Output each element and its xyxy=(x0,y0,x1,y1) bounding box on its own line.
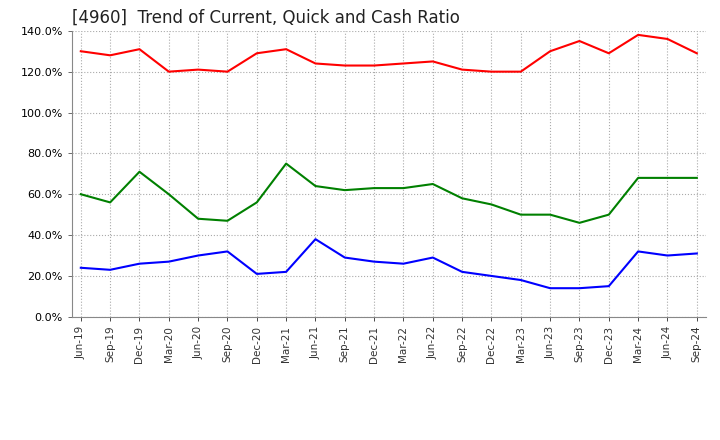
Current Ratio xyxy=(106,53,114,58)
Cash Ratio xyxy=(575,286,584,291)
Cash Ratio xyxy=(693,251,701,256)
Cash Ratio xyxy=(311,237,320,242)
Current Ratio xyxy=(164,69,173,74)
Quick Ratio xyxy=(76,191,85,197)
Quick Ratio xyxy=(194,216,202,221)
Cash Ratio xyxy=(76,265,85,271)
Cash Ratio xyxy=(428,255,437,260)
Current Ratio xyxy=(516,69,525,74)
Cash Ratio xyxy=(106,267,114,272)
Cash Ratio xyxy=(399,261,408,266)
Text: [4960]  Trend of Current, Quick and Cash Ratio: [4960] Trend of Current, Quick and Cash … xyxy=(72,8,460,26)
Cash Ratio xyxy=(253,271,261,276)
Quick Ratio xyxy=(311,183,320,189)
Current Ratio xyxy=(428,59,437,64)
Quick Ratio xyxy=(164,191,173,197)
Quick Ratio xyxy=(399,186,408,191)
Quick Ratio xyxy=(282,161,290,166)
Current Ratio xyxy=(605,51,613,56)
Quick Ratio xyxy=(223,218,232,224)
Cash Ratio xyxy=(546,286,554,291)
Current Ratio xyxy=(282,47,290,52)
Quick Ratio xyxy=(341,187,349,193)
Cash Ratio xyxy=(135,261,144,266)
Quick Ratio xyxy=(605,212,613,217)
Quick Ratio xyxy=(370,186,379,191)
Current Ratio xyxy=(458,67,467,72)
Cash Ratio xyxy=(223,249,232,254)
Current Ratio xyxy=(399,61,408,66)
Line: Quick Ratio: Quick Ratio xyxy=(81,164,697,223)
Cash Ratio xyxy=(663,253,672,258)
Cash Ratio xyxy=(458,269,467,275)
Quick Ratio xyxy=(428,181,437,187)
Current Ratio xyxy=(370,63,379,68)
Current Ratio xyxy=(575,38,584,44)
Quick Ratio xyxy=(253,200,261,205)
Quick Ratio xyxy=(516,212,525,217)
Current Ratio xyxy=(135,47,144,52)
Legend: Current Ratio, Quick Ratio, Cash Ratio: Current Ratio, Quick Ratio, Cash Ratio xyxy=(192,436,585,440)
Current Ratio xyxy=(663,37,672,42)
Quick Ratio xyxy=(487,202,496,207)
Quick Ratio xyxy=(663,175,672,180)
Cash Ratio xyxy=(370,259,379,264)
Current Ratio xyxy=(693,51,701,56)
Quick Ratio xyxy=(693,175,701,180)
Current Ratio xyxy=(546,48,554,54)
Cash Ratio xyxy=(194,253,202,258)
Cash Ratio xyxy=(516,277,525,282)
Cash Ratio xyxy=(341,255,349,260)
Quick Ratio xyxy=(135,169,144,174)
Quick Ratio xyxy=(546,212,554,217)
Quick Ratio xyxy=(634,175,642,180)
Cash Ratio xyxy=(487,273,496,279)
Line: Cash Ratio: Cash Ratio xyxy=(81,239,697,288)
Current Ratio xyxy=(487,69,496,74)
Cash Ratio xyxy=(164,259,173,264)
Current Ratio xyxy=(634,32,642,37)
Current Ratio xyxy=(194,67,202,72)
Quick Ratio xyxy=(106,200,114,205)
Current Ratio xyxy=(311,61,320,66)
Current Ratio xyxy=(76,48,85,54)
Current Ratio xyxy=(341,63,349,68)
Quick Ratio xyxy=(575,220,584,225)
Line: Current Ratio: Current Ratio xyxy=(81,35,697,72)
Quick Ratio xyxy=(458,196,467,201)
Current Ratio xyxy=(223,69,232,74)
Cash Ratio xyxy=(634,249,642,254)
Current Ratio xyxy=(253,51,261,56)
Cash Ratio xyxy=(605,283,613,289)
Cash Ratio xyxy=(282,269,290,275)
